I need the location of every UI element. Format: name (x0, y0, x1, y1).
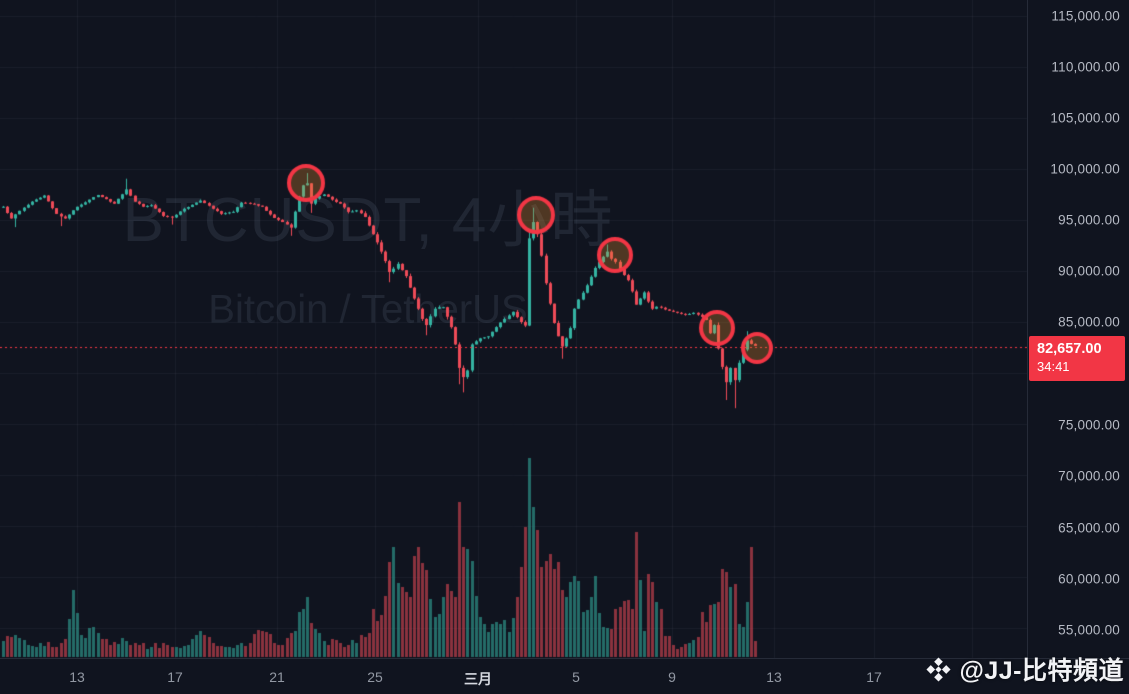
price-axis-label: 60,000.00 (1058, 571, 1120, 587)
price-axis-label: 70,000.00 (1058, 468, 1120, 484)
bar-countdown: 34:41 (1037, 359, 1070, 374)
time-axis-label: 13 (69, 669, 85, 685)
price-axis-label: 85,000.00 (1058, 314, 1120, 330)
time-axis-label: 三月 (464, 671, 492, 687)
time-axis-label: 13 (766, 669, 782, 685)
price-axis-label: 100,000.00 (1050, 161, 1120, 177)
channel-credit: @JJ-比特頻道 (925, 651, 1124, 687)
price-axis-label: 95,000.00 (1058, 212, 1120, 228)
time-axis-label: 5 (572, 669, 580, 685)
price-axis-label: 55,000.00 (1058, 622, 1120, 638)
price-axis-label: 90,000.00 (1058, 263, 1120, 279)
price-axis[interactable]: 115,000.00 110,000.00 105,000.00 100,000.00… (1027, 0, 1129, 658)
price-axis-label: 105,000.00 (1050, 110, 1120, 126)
time-axis-label: 9 (668, 669, 676, 685)
price-axis-label: 115,000.00 (1051, 8, 1120, 24)
price-axis-label: 75,000.00 (1058, 417, 1120, 433)
binance-logo-icon (926, 656, 952, 682)
time-axis-label: 17 (167, 669, 183, 685)
time-axis-label: 17 (866, 669, 882, 685)
time-axis-label: 25 (367, 669, 383, 685)
last-price-badge[interactable]: 82,657.00 34:41 (1029, 336, 1125, 381)
channel-handle: @JJ-比特頻道 (959, 657, 1124, 685)
time-axis[interactable]: 13 17 21 25 三月 5 9 13 17 (0, 658, 1129, 694)
price-axis-label: 65,000.00 (1058, 520, 1120, 536)
last-price-value: 82,657.00 (1037, 341, 1102, 357)
price-axis-label: 110,000.00 (1051, 59, 1120, 75)
time-axis-label: 21 (269, 669, 285, 685)
